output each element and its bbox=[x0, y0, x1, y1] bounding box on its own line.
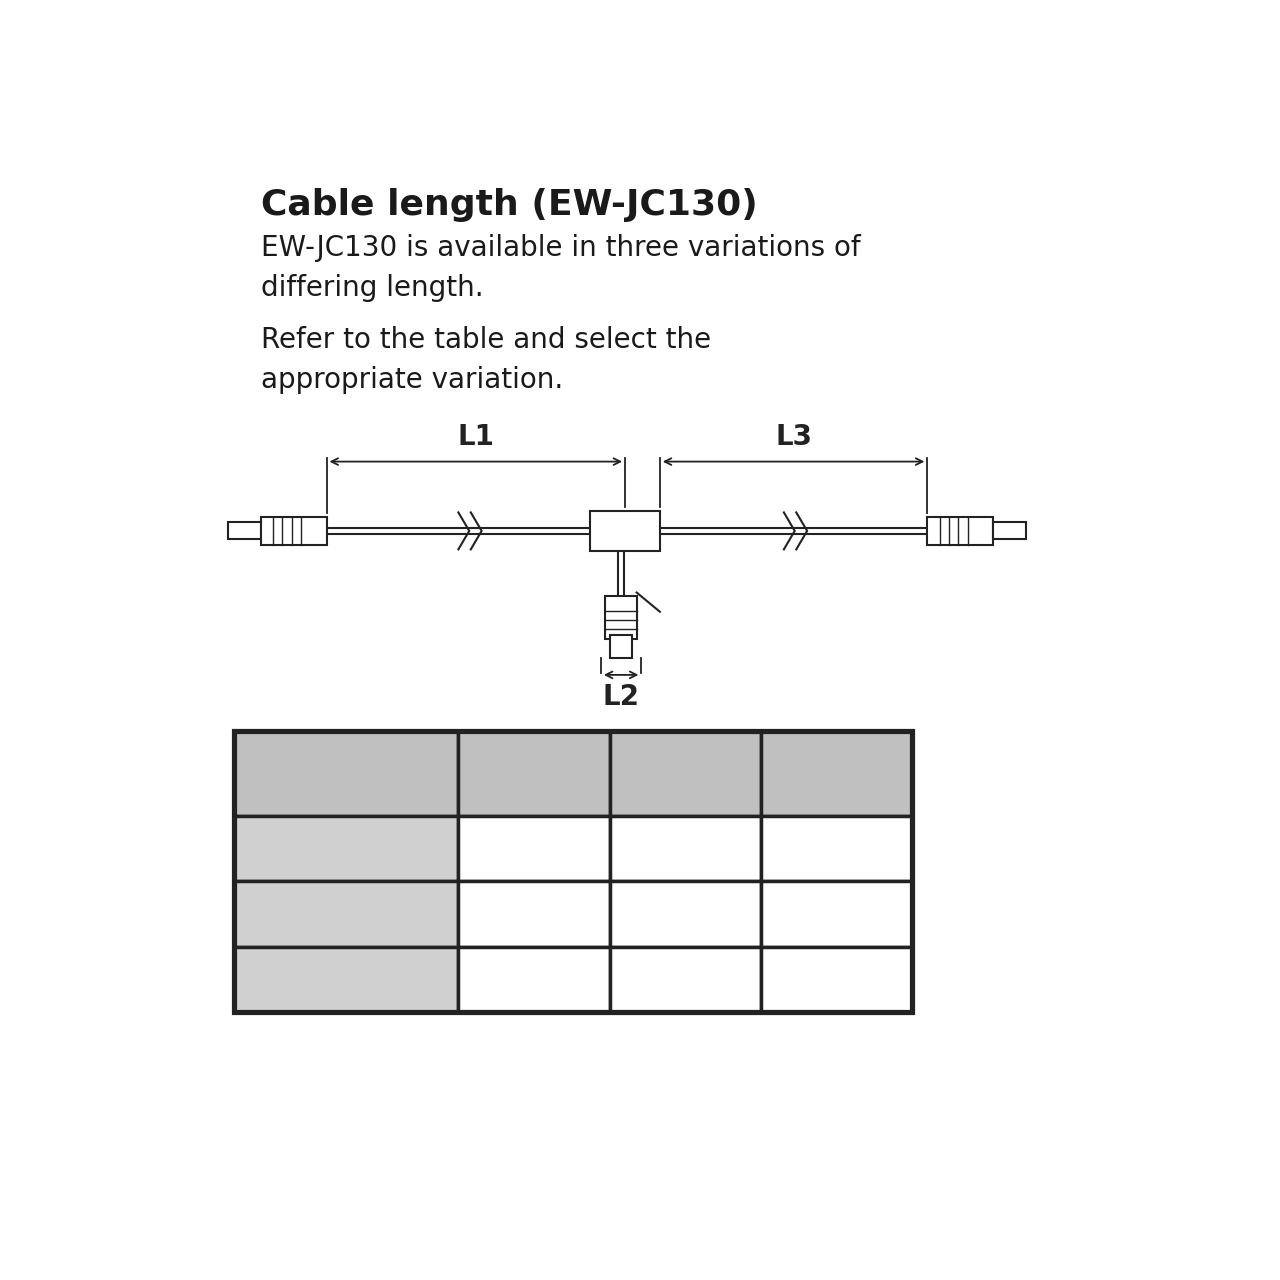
Text: 350: 350 bbox=[511, 902, 558, 925]
Text: Cable length (EW-JC130): Cable length (EW-JC130) bbox=[261, 188, 758, 223]
Text: 550: 550 bbox=[511, 968, 558, 992]
Bar bbox=[458, 881, 609, 947]
Bar bbox=[234, 947, 458, 1012]
Text: L2: L2 bbox=[603, 682, 640, 710]
Bar bbox=[458, 947, 609, 1012]
Bar bbox=[458, 731, 609, 815]
Text: (mm): (mm) bbox=[652, 776, 719, 799]
Bar bbox=[234, 731, 911, 1012]
Text: L3: L3 bbox=[776, 422, 812, 451]
Bar bbox=[234, 881, 458, 947]
Text: 550: 550 bbox=[813, 968, 860, 992]
Text: appropriate variation.: appropriate variation. bbox=[261, 366, 563, 394]
Text: 450: 450 bbox=[813, 902, 860, 925]
Bar bbox=[760, 881, 911, 947]
Bar bbox=[927, 517, 993, 545]
Bar bbox=[609, 947, 760, 1012]
Bar bbox=[234, 815, 458, 881]
Text: 50: 50 bbox=[669, 968, 701, 992]
Bar bbox=[228, 522, 261, 539]
Bar bbox=[590, 511, 660, 550]
Bar bbox=[605, 596, 637, 639]
Bar bbox=[458, 815, 609, 881]
Text: L1: L1 bbox=[518, 753, 549, 776]
Bar bbox=[234, 731, 911, 1012]
Bar bbox=[609, 815, 760, 881]
Bar bbox=[609, 731, 760, 815]
Bar bbox=[760, 947, 911, 1012]
Bar bbox=[760, 815, 911, 881]
Bar bbox=[609, 881, 760, 947]
Text: (mm): (mm) bbox=[499, 776, 568, 799]
Text: L2: L2 bbox=[669, 753, 700, 776]
Bar bbox=[261, 517, 326, 545]
Text: L1: L1 bbox=[457, 422, 494, 451]
Text: 50: 50 bbox=[669, 837, 701, 860]
Text: EW-JC130-SS: EW-JC130-SS bbox=[256, 837, 435, 860]
Text: 350: 350 bbox=[511, 837, 558, 860]
Text: EW-JC130 is available in three variations of: EW-JC130 is available in three variation… bbox=[261, 234, 860, 262]
Bar bbox=[993, 522, 1025, 539]
Text: differing length.: differing length. bbox=[261, 274, 484, 302]
Text: EW-JC130-MM: EW-JC130-MM bbox=[250, 968, 443, 992]
Bar bbox=[611, 635, 632, 658]
Text: (mm): (mm) bbox=[803, 776, 870, 799]
Bar bbox=[234, 731, 458, 815]
Text: 50: 50 bbox=[669, 902, 701, 925]
Text: EW-JC130-SM: EW-JC130-SM bbox=[252, 902, 439, 925]
Text: L3: L3 bbox=[822, 753, 851, 776]
Text: 250: 250 bbox=[813, 837, 860, 860]
Bar bbox=[760, 731, 911, 815]
Text: Refer to the table and select the: Refer to the table and select the bbox=[261, 326, 710, 355]
